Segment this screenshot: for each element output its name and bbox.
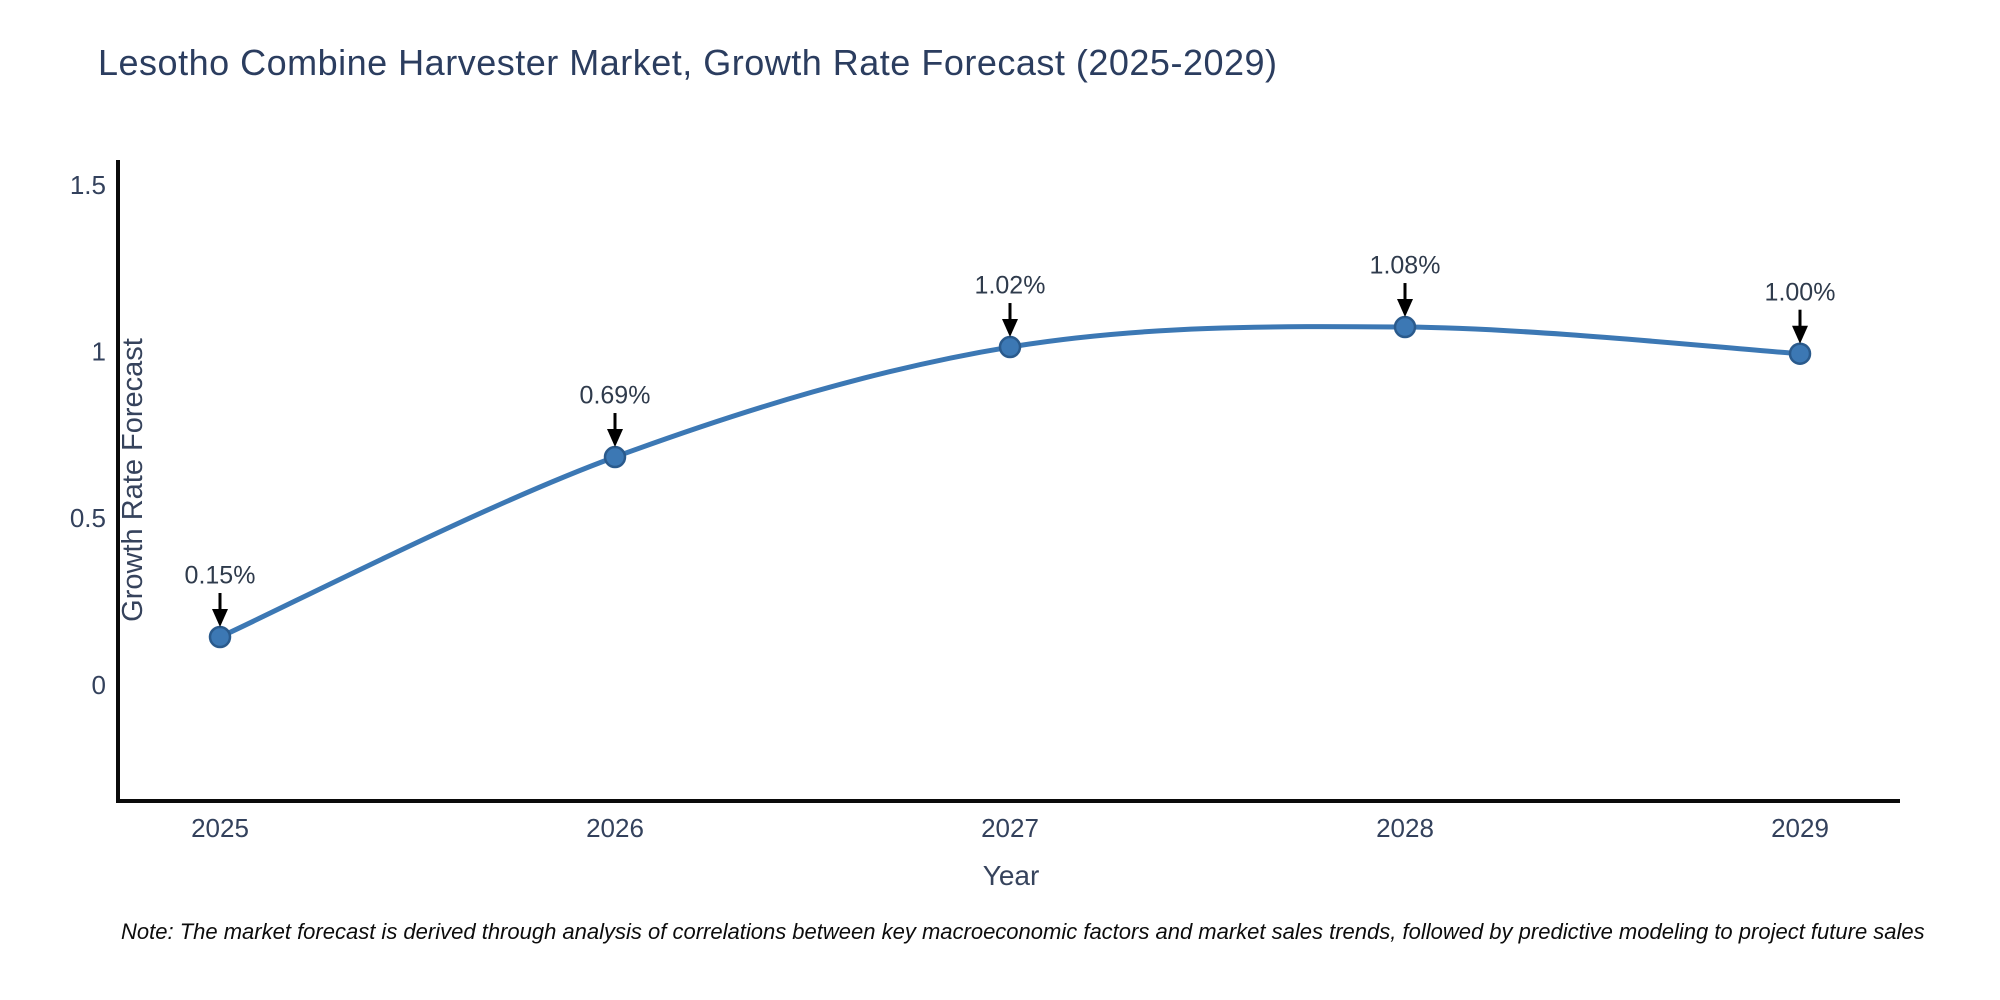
x-tick-label: 2026 [586, 813, 644, 843]
x-tick-label: 2028 [1376, 813, 1434, 843]
data-point-marker [998, 335, 1022, 359]
data-point-marker [1393, 315, 1417, 339]
x-tick-label: 2025 [191, 813, 249, 843]
y-tick-label: 1.5 [70, 170, 106, 200]
x-axis-title: Year [982, 860, 1040, 891]
data-point-label: 0.15% [185, 562, 256, 590]
data-point-marker [1788, 342, 1812, 365]
y-axis-title: Growth Rate Forecast [116, 338, 149, 622]
x-tick-label: 2027 [981, 813, 1039, 843]
data-point-marker [208, 625, 232, 649]
footnote-text: Note: The market forecast is derived thr… [121, 919, 1925, 944]
annotation-arrow-head [1792, 325, 1808, 344]
x-tick-label: 2029 [1771, 813, 1829, 843]
data-point-label: 0.69% [580, 382, 651, 410]
chart-title: Lesotho Combine Harvester Market, Growth… [98, 42, 1278, 83]
y-tick-label: 1 [92, 337, 106, 367]
annotation-arrow-head [1002, 319, 1018, 338]
forecast-line-series [217, 324, 1803, 640]
data-point-label: 1.00% [1765, 278, 1836, 306]
annotation-arrow-head [212, 609, 228, 628]
annotation-arrow-head [607, 429, 623, 448]
data-point-label: 1.02% [975, 272, 1046, 300]
data-point-label: 1.08% [1370, 252, 1441, 280]
y-tick-label: 0 [92, 670, 106, 700]
annotation-arrow-head [1397, 299, 1413, 318]
y-tick-label: 0.5 [70, 503, 106, 533]
data-point-marker [603, 445, 627, 469]
